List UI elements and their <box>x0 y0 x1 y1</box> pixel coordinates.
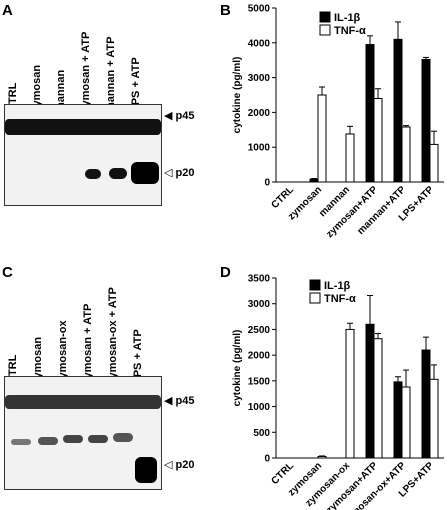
bar-il1b <box>393 38 403 183</box>
bar-il1b <box>421 59 431 183</box>
p20-band <box>131 162 159 184</box>
bar-il1b <box>393 381 403 459</box>
y-tick-label: 0 <box>264 454 270 465</box>
y-tick-label: 2000 <box>248 351 271 362</box>
category-label: LPS+ATP <box>397 460 437 500</box>
panel-letter-b: B <box>220 2 231 19</box>
bar-tnfa <box>429 378 439 459</box>
lane-label: zymosan + ATP <box>82 303 94 384</box>
bar-tnfa <box>373 97 383 183</box>
legend-label: IL-1β <box>334 12 361 24</box>
legend-swatch <box>319 11 331 23</box>
p20-band <box>11 439 31 445</box>
y-tick-label: 1500 <box>248 376 271 387</box>
bar-tnfa <box>317 94 327 183</box>
category-label: zymosan+ATP <box>324 460 380 510</box>
y-tick-label: 2500 <box>248 325 271 336</box>
y-tick-label: 500 <box>253 428 270 439</box>
category-label: CTRL <box>269 460 296 487</box>
p20-band <box>88 435 108 443</box>
category-label: zymosan+ATP <box>324 184 380 240</box>
bar-tnfa <box>401 126 411 183</box>
category-label: mannan+ATP <box>355 184 408 237</box>
legend-swatch <box>319 24 331 36</box>
category-label: zymosan-ox <box>303 460 352 509</box>
p45-band-row <box>5 395 161 409</box>
p20-band <box>85 169 101 179</box>
p20-marker: ◁ p20 <box>164 459 195 471</box>
category-label: CTRL <box>269 184 296 211</box>
panel-letter-a: A <box>2 2 13 19</box>
y-tick-label: 0 <box>264 178 270 189</box>
y-tick-label: 5000 <box>248 4 271 15</box>
p20-band <box>109 168 127 179</box>
panel-letter-c: C <box>2 264 13 281</box>
y-tick-label: 1000 <box>248 402 271 413</box>
bar-tnfa <box>373 338 383 459</box>
western-blot-a <box>4 104 162 206</box>
legend-label: TNF-α <box>334 25 366 37</box>
y-tick-label: 2000 <box>248 108 271 119</box>
category-label: mannan <box>317 184 352 219</box>
legend-label: IL-1β <box>324 280 351 292</box>
p45-marker: ◀ p45 <box>164 110 195 122</box>
category-label: LPS+ATP <box>397 184 437 224</box>
p20-band <box>38 437 58 445</box>
bar-il1b <box>421 349 431 459</box>
bar-tnfa <box>345 133 355 183</box>
bar-tnfa <box>317 455 327 459</box>
bar-il1b <box>365 323 375 459</box>
p20-band <box>113 433 133 442</box>
p20-band <box>135 457 157 483</box>
lane-label: zymosan-ox + ATP <box>107 287 119 384</box>
legend-swatch <box>309 279 321 291</box>
lane-label: mannan + ATP <box>105 36 117 113</box>
legend-swatch <box>309 292 321 304</box>
y-tick-label: 4000 <box>248 38 271 49</box>
legend-label: TNF-α <box>324 293 356 305</box>
category-label: zymosan <box>286 184 324 222</box>
lane-label: zymosan + ATP <box>80 31 92 112</box>
y-tick-label: 3000 <box>248 299 271 310</box>
western-blot-c <box>4 376 162 490</box>
p45-marker: ◀ p45 <box>164 395 195 407</box>
bar-tnfa <box>345 328 355 459</box>
y-tick-label: 3000 <box>248 73 271 84</box>
category-label: zymosan-ox+ATP <box>342 460 409 510</box>
p20-marker: ◁ p20 <box>164 167 195 179</box>
y-axis-label: cytokine (pg/ml) <box>232 330 243 407</box>
bar-tnfa <box>429 143 439 183</box>
y-tick-label: 3500 <box>248 274 271 285</box>
y-axis-label: cytokine (pg/ml) <box>232 57 243 134</box>
bar-tnfa <box>401 386 411 459</box>
category-label: zymosan <box>286 460 324 498</box>
bar-il1b <box>365 44 375 183</box>
bar-il1b <box>309 178 319 183</box>
y-tick-label: 1000 <box>248 143 271 154</box>
p45-band-row <box>5 119 161 135</box>
p20-band <box>63 435 83 443</box>
lane-label: zymosan-ox <box>57 320 69 384</box>
panel-letter-d: D <box>220 264 231 281</box>
